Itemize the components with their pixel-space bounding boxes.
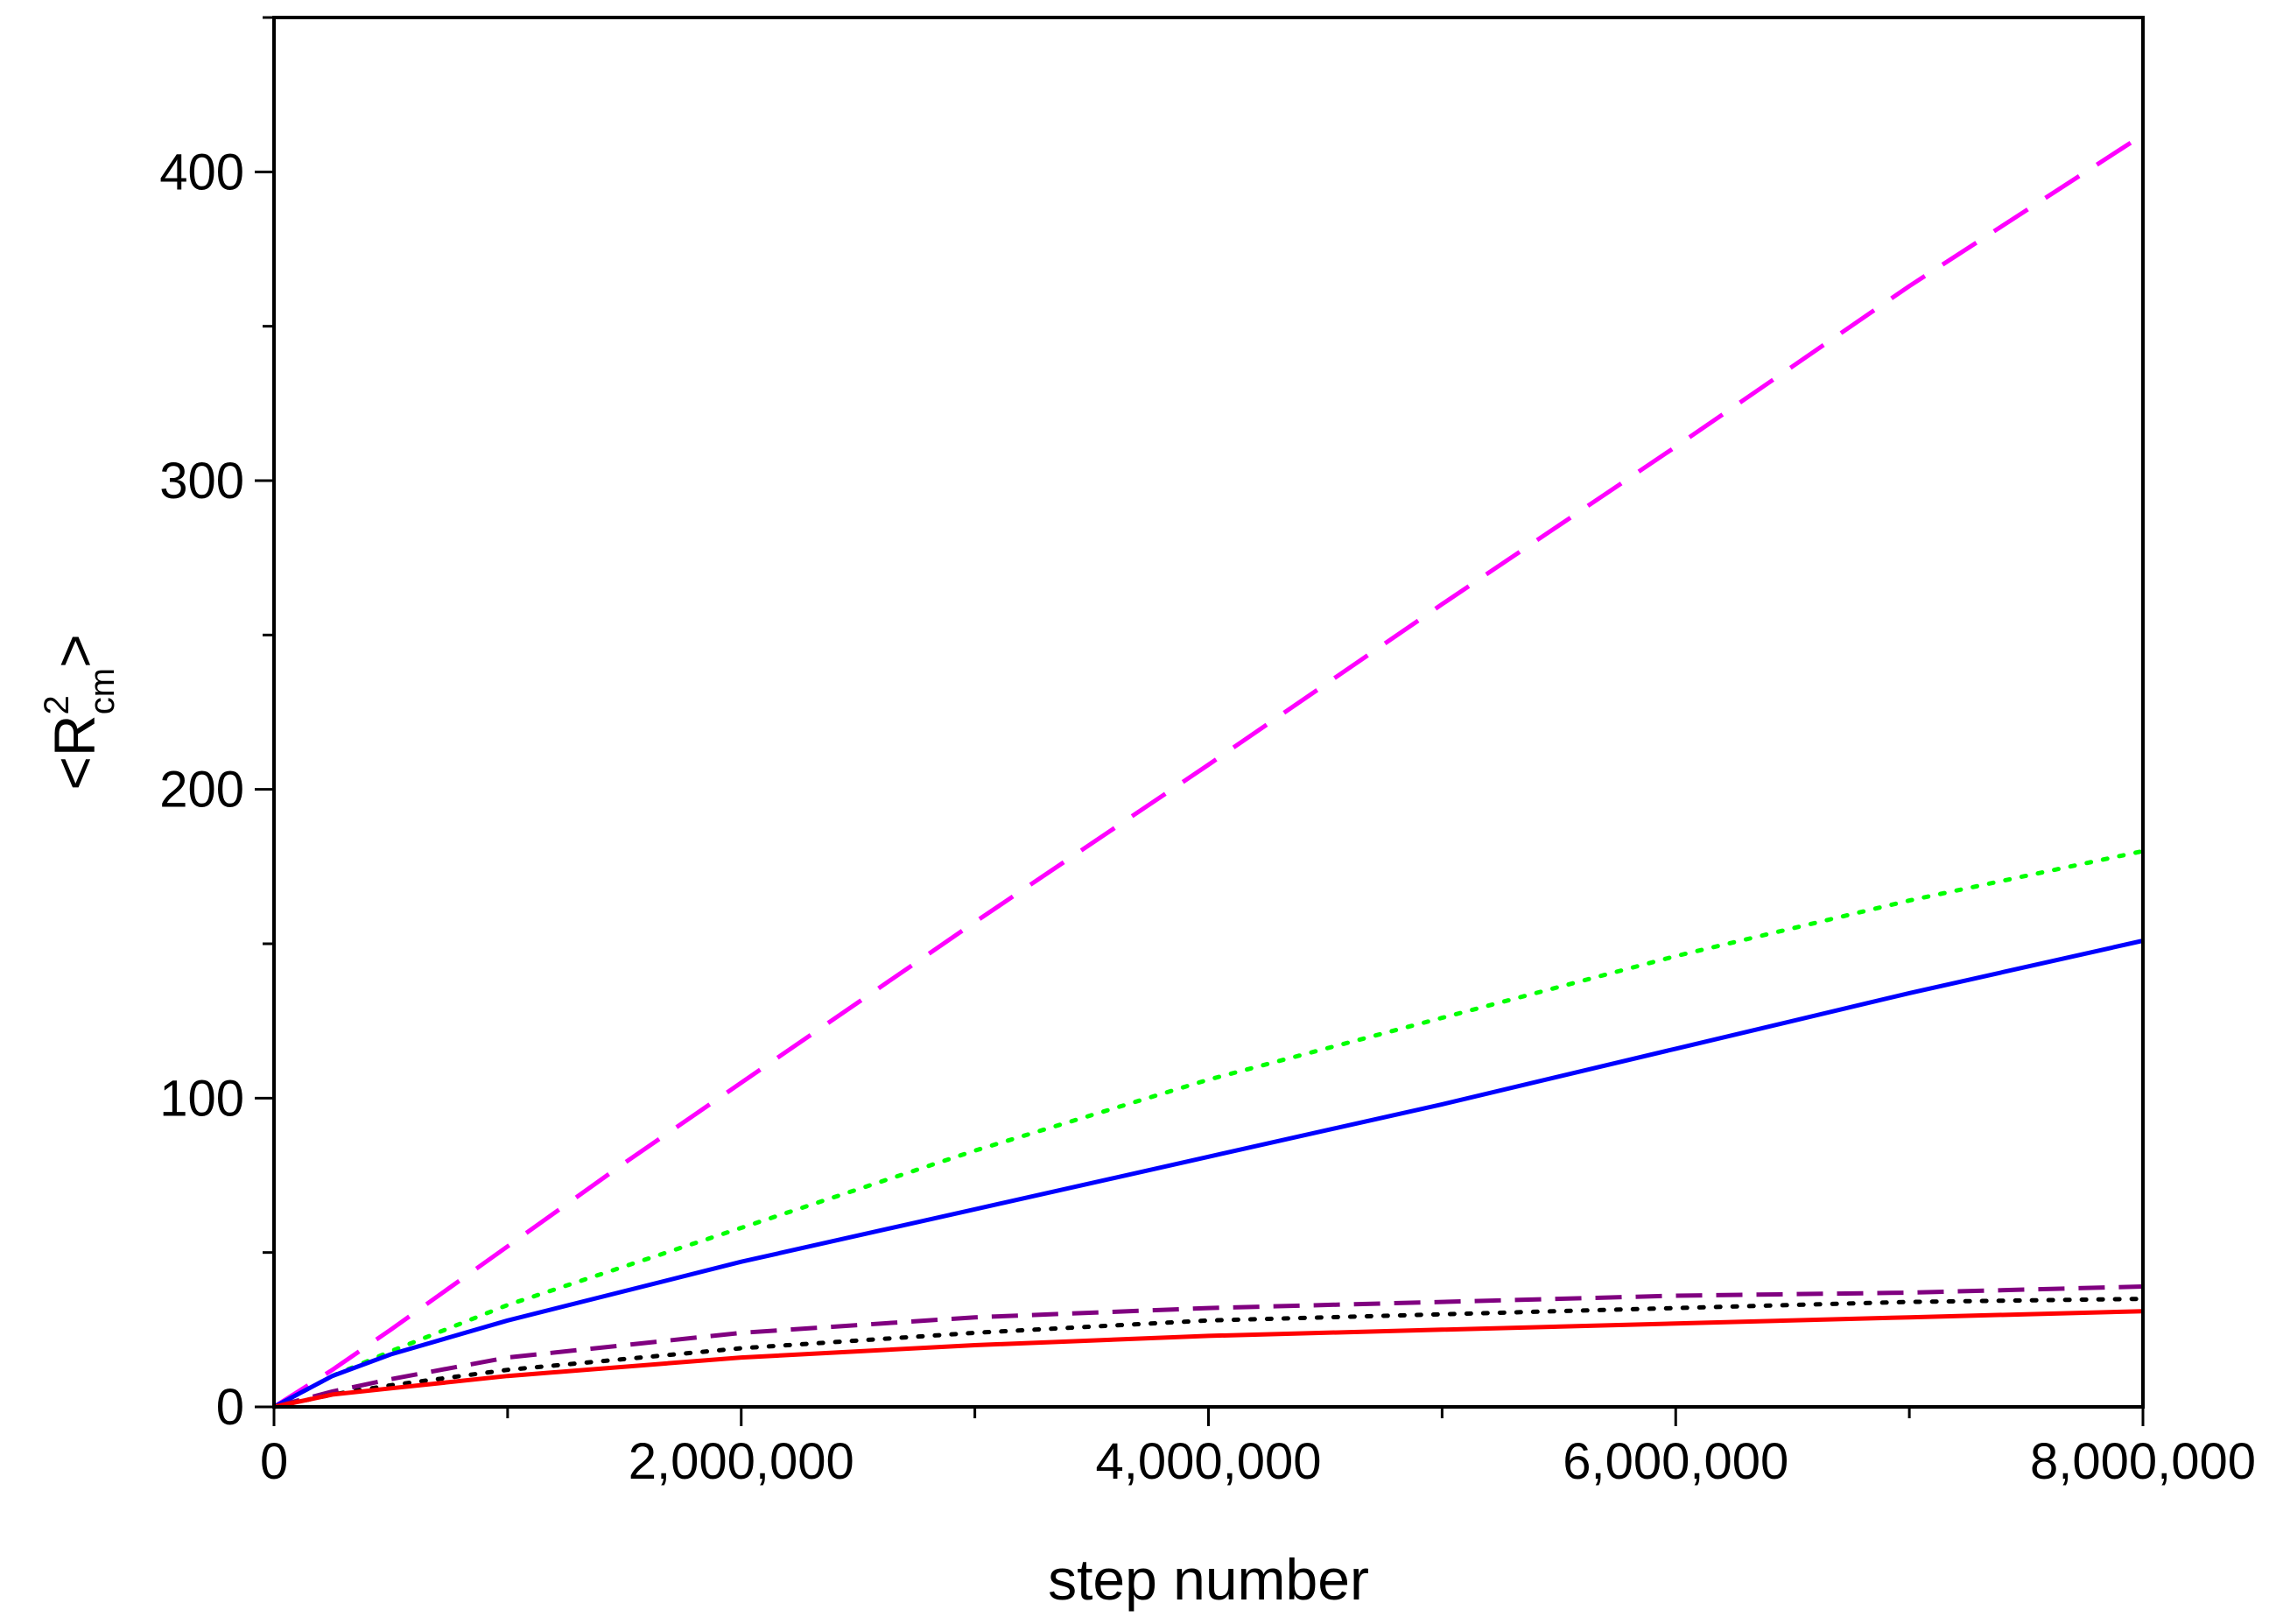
y-axis-title-close: > — [42, 634, 107, 668]
y-axis-title: <R2 cm> — [38, 634, 122, 790]
series-line-4 — [273, 1284, 2144, 1410]
series-line-6 — [273, 1309, 2144, 1410]
ticks-layer: 0 2,000,000 4,000,000 6,000,000 8,000,000 0 10… — [159, 16, 2256, 1490]
y-axis-title-sup: 2 — [38, 695, 76, 714]
series-line-3 — [272, 939, 2144, 1410]
x-tick-label: 0 — [260, 1433, 288, 1490]
y-tick-label: 100 — [159, 1070, 244, 1127]
x-tick-label: 4,000,000 — [1095, 1433, 1321, 1490]
series-line-2 — [271, 848, 2146, 1410]
x-tick-label: 6,000,000 — [1563, 1433, 1788, 1490]
y-axis-title-sub: cm — [83, 668, 122, 714]
series-layer — [271, 132, 2146, 1410]
y-tick-label: 400 — [159, 144, 244, 200]
series-line-1 — [272, 132, 2145, 1410]
y-axis-title-open: <R — [42, 714, 107, 790]
x-tick-label: 2,000,000 — [629, 1433, 854, 1490]
plot-frame — [272, 16, 2145, 1409]
x-tick-label: 8,000,000 — [2030, 1433, 2256, 1490]
y-tick-label: 200 — [159, 762, 244, 819]
y-tick-label: 300 — [159, 453, 244, 510]
x-axis-title: step number — [1048, 1547, 1369, 1612]
y-tick-label: 0 — [216, 1379, 244, 1436]
